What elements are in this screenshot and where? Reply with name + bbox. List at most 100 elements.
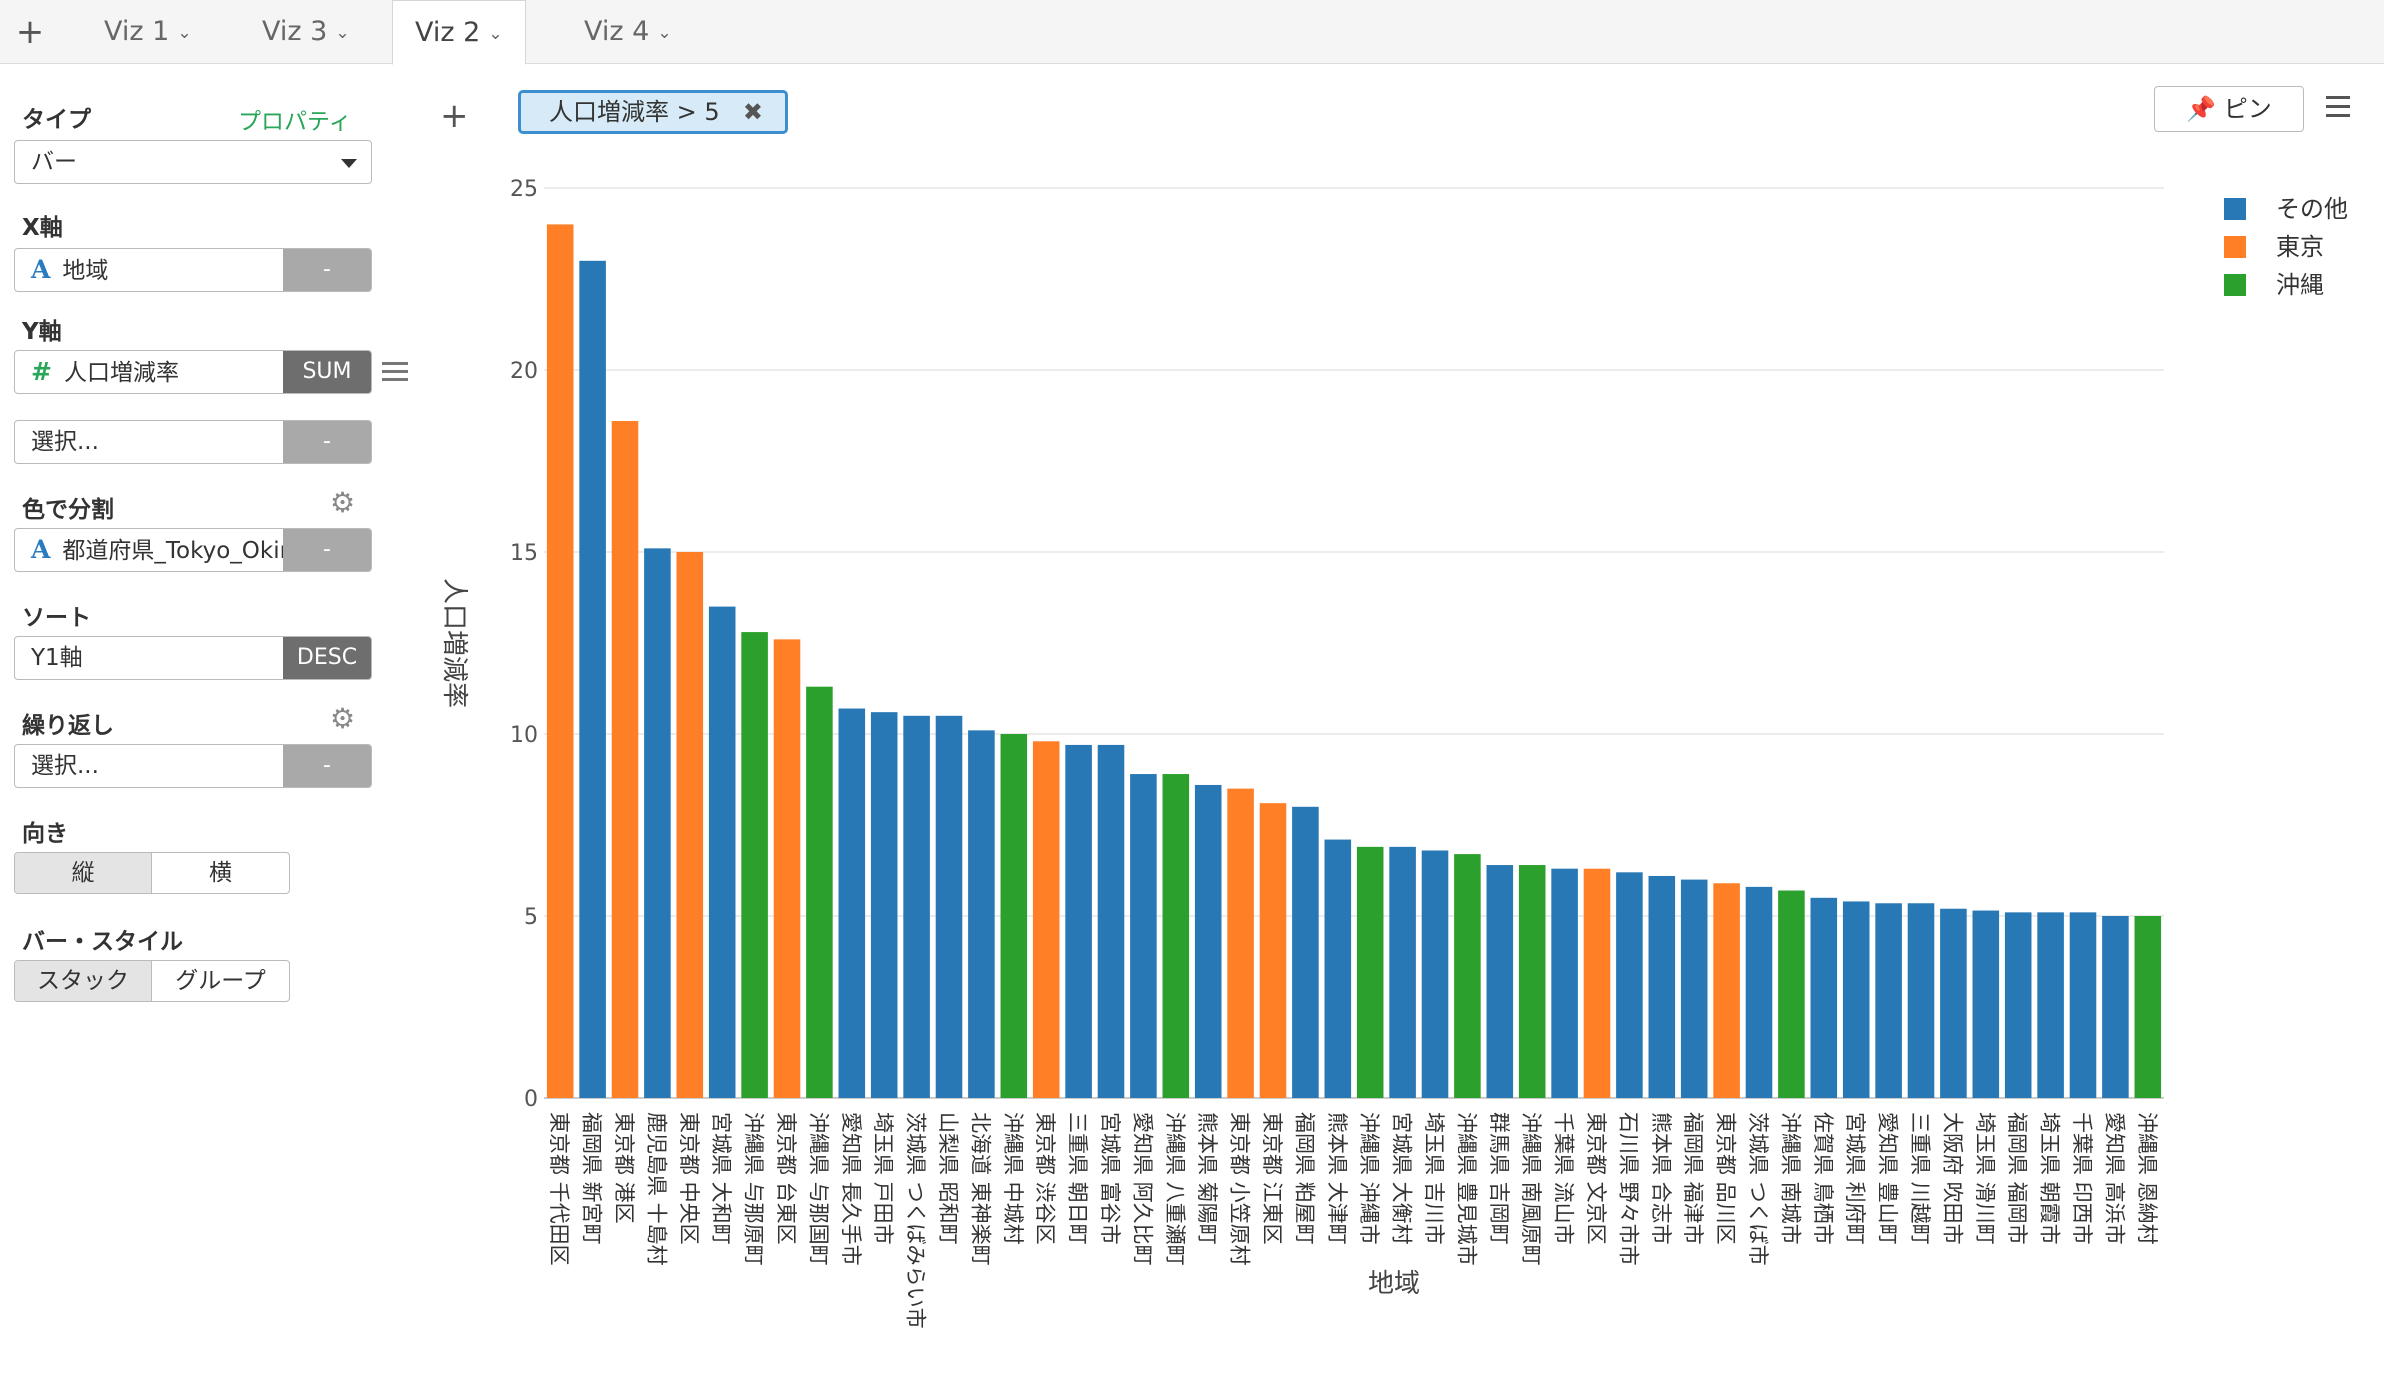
bar[interactable] bbox=[2102, 916, 2129, 1098]
bar[interactable] bbox=[1389, 846, 1416, 1098]
bar[interactable] bbox=[1259, 803, 1287, 1098]
tab-viz-3[interactable]: Viz 3 ⌄ bbox=[240, 0, 372, 64]
tab-viz-4[interactable]: Viz 4 ⌄ bbox=[562, 0, 694, 64]
x-tick-label: 鹿児島県 十島村 bbox=[644, 1112, 668, 1266]
y2-axis-remove-button[interactable]: - bbox=[283, 421, 371, 463]
sort-order-button[interactable]: DESC bbox=[283, 637, 371, 679]
sort-field[interactable]: Y1軸 DESC bbox=[14, 636, 372, 680]
bar[interactable] bbox=[1518, 865, 1546, 1098]
bar[interactable] bbox=[1810, 897, 1838, 1098]
gear-icon[interactable]: ⚙ bbox=[330, 702, 356, 735]
bar[interactable] bbox=[579, 260, 606, 1098]
bar[interactable] bbox=[1000, 734, 1028, 1098]
bar[interactable] bbox=[611, 420, 639, 1099]
bar[interactable] bbox=[1616, 872, 1643, 1098]
bar[interactable] bbox=[1162, 774, 1190, 1098]
x-tick-label: 熊本県 菊陽町 bbox=[1195, 1112, 1219, 1245]
bar[interactable] bbox=[1842, 901, 1870, 1098]
tab-viz-1[interactable]: Viz 1 ⌄ bbox=[82, 0, 214, 64]
tab-viz-2[interactable]: Viz 2 ⌄ bbox=[392, 0, 526, 65]
x-tick-label: 茨城県 つくばみらい市 bbox=[904, 1112, 928, 1329]
bar[interactable] bbox=[1551, 868, 1578, 1098]
bar[interactable] bbox=[1486, 865, 1514, 1098]
legend-swatch bbox=[2224, 274, 2246, 296]
y2-axis-field[interactable]: 選択... - bbox=[14, 420, 372, 464]
bar[interactable] bbox=[1356, 846, 1384, 1098]
bar[interactable] bbox=[644, 548, 671, 1098]
bar[interactable] bbox=[2037, 912, 2064, 1098]
chevron-down-icon: ⌄ bbox=[657, 23, 672, 43]
bar[interactable] bbox=[1130, 774, 1157, 1098]
bar-style-stack-option[interactable]: スタック bbox=[15, 961, 152, 1001]
bar[interactable] bbox=[838, 708, 866, 1098]
bar[interactable] bbox=[903, 715, 930, 1098]
x-tick-label: 東京都 江東区 bbox=[1260, 1112, 1284, 1245]
x-tick-label: 愛知県 長久手市 bbox=[839, 1112, 863, 1266]
x-tick-label: 福岡県 福津市 bbox=[1681, 1112, 1705, 1245]
y-axis-field[interactable]: # 人口増減率 SUM bbox=[14, 350, 372, 394]
bar[interactable] bbox=[968, 730, 995, 1098]
bar[interactable] bbox=[935, 715, 963, 1098]
x-tick-label: 宮城県 利府町 bbox=[1843, 1112, 1867, 1245]
y-axis-ticks: 0 5 10 15 20 25 bbox=[510, 177, 538, 1112]
orientation-horizontal-option[interactable]: 横 bbox=[209, 860, 232, 886]
filter-chip[interactable]: 人口増減率 > 5 ✖ bbox=[518, 90, 788, 134]
add-filter-icon[interactable]: + bbox=[440, 96, 469, 136]
color-field[interactable]: A 都道府県_Tokyo_Okinawa - bbox=[14, 528, 372, 572]
bar[interactable] bbox=[1292, 806, 1319, 1098]
bar[interactable] bbox=[1583, 868, 1611, 1098]
bar[interactable] bbox=[1032, 741, 1060, 1098]
bar[interactable] bbox=[1227, 788, 1254, 1098]
orientation-vertical-option[interactable]: 縦 bbox=[15, 853, 152, 893]
chart-bars bbox=[546, 224, 2162, 1099]
bar[interactable] bbox=[2069, 912, 2097, 1098]
bar[interactable] bbox=[1680, 879, 1708, 1098]
bar[interactable] bbox=[741, 632, 768, 1098]
repeat-field[interactable]: 選択... - bbox=[14, 744, 372, 788]
menu-icon[interactable] bbox=[2326, 96, 2350, 123]
chart-type-value: バー bbox=[31, 149, 77, 175]
bar[interactable] bbox=[773, 639, 801, 1098]
bar[interactable] bbox=[2134, 916, 2162, 1098]
x-axis-field[interactable]: A 地域 - bbox=[14, 248, 372, 292]
bar[interactable] bbox=[1324, 839, 1352, 1098]
bar[interactable] bbox=[1648, 875, 1676, 1098]
bar[interactable] bbox=[1421, 850, 1449, 1098]
close-icon[interactable]: ✖ bbox=[742, 98, 763, 126]
orientation-label: 向き bbox=[22, 821, 68, 847]
bar[interactable] bbox=[1097, 744, 1125, 1098]
bar[interactable] bbox=[708, 606, 736, 1098]
y-axis-menu-icon[interactable] bbox=[382, 362, 408, 386]
bar[interactable] bbox=[1940, 908, 1967, 1098]
x-tick-label: 沖縄県 八重瀬町 bbox=[1163, 1112, 1187, 1266]
type-label: タイプ bbox=[22, 107, 91, 133]
property-link[interactable]: プロパティ bbox=[238, 109, 352, 135]
bar[interactable] bbox=[1454, 854, 1481, 1098]
bar[interactable] bbox=[1745, 886, 1773, 1098]
color-remove-button[interactable]: - bbox=[283, 529, 371, 571]
gear-icon[interactable]: ⚙ bbox=[330, 486, 356, 519]
bar[interactable] bbox=[870, 712, 898, 1098]
repeat-remove-button[interactable]: - bbox=[283, 745, 371, 787]
y-axis-aggregation-button[interactable]: SUM bbox=[283, 351, 371, 393]
bar[interactable] bbox=[1875, 903, 1902, 1098]
bar-style-group-option[interactable]: グループ bbox=[175, 968, 266, 994]
bar[interactable] bbox=[676, 552, 704, 1098]
bar[interactable] bbox=[1972, 910, 2000, 1098]
bar[interactable] bbox=[806, 686, 833, 1098]
x-tick-label: 千葉県 流山市 bbox=[1552, 1112, 1576, 1245]
bar[interactable] bbox=[1194, 784, 1222, 1098]
color-label: 色で分割 bbox=[22, 497, 114, 523]
bar[interactable] bbox=[1713, 883, 1740, 1098]
x-axis-remove-button[interactable]: - bbox=[283, 249, 371, 291]
bar[interactable] bbox=[1065, 744, 1092, 1098]
bar[interactable] bbox=[1778, 890, 1805, 1098]
bar[interactable] bbox=[1907, 903, 1935, 1098]
chart-type-select[interactable]: バー bbox=[14, 140, 372, 184]
x-tick-label: 埼玉県 戸田市 bbox=[871, 1112, 895, 1245]
pin-button[interactable]: 📌 ピン bbox=[2154, 86, 2304, 132]
pin-label: ピン bbox=[2223, 95, 2272, 123]
add-tab-icon[interactable]: + bbox=[15, 12, 45, 52]
bar[interactable] bbox=[2004, 912, 2032, 1098]
bar[interactable] bbox=[546, 224, 574, 1098]
